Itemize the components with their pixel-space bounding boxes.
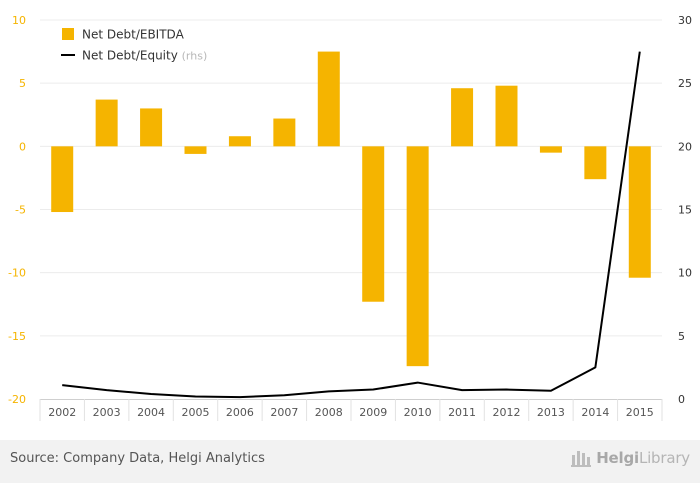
line-series-net-debt-equity	[62, 51, 641, 399]
legend-rhs-note: (rhs)	[182, 50, 208, 63]
bar	[228, 136, 251, 147]
bar	[495, 85, 518, 147]
y-right-tick-label: 5	[678, 330, 685, 343]
bar	[51, 146, 74, 213]
source-note: Source: Company Data, Helgi Analytics	[10, 451, 265, 466]
bar	[184, 146, 207, 154]
legend-label-net-debt-ebitda: Net Debt/EBITDA	[82, 28, 185, 42]
bar	[539, 146, 562, 153]
y-left-tick-label: -20	[8, 393, 26, 406]
y-left-tick-label: -15	[8, 330, 26, 343]
x-tick-label: 2014	[581, 406, 609, 419]
bar	[628, 146, 651, 278]
brand-logo[interactable]: Helgi Library	[571, 449, 690, 467]
legend-label-net-debt-equity: Net Debt/Equity (rhs)	[82, 49, 207, 63]
bar	[95, 99, 118, 147]
y-left-tick-label: 10	[12, 14, 26, 27]
y-left-tick-label: -10	[8, 267, 26, 280]
brand-name-part1: Helgi	[596, 449, 639, 467]
bar	[406, 146, 429, 367]
y-left-tick-label: -5	[15, 204, 26, 217]
x-tick-label: 2010	[404, 406, 432, 419]
legend-swatch-bar	[62, 28, 74, 40]
x-tick-label: 2003	[93, 406, 121, 419]
y-right-tick-label: 10	[678, 267, 692, 280]
bar	[140, 108, 163, 147]
x-tick-label: 2015	[626, 406, 654, 419]
x-tick-label: 2002	[48, 406, 76, 419]
x-tick-label: 2005	[182, 406, 210, 419]
x-tick-label: 2007	[270, 406, 298, 419]
x-tick-label: 2011	[448, 406, 476, 419]
footer: Source: Company Data, Helgi Analytics He…	[0, 440, 700, 483]
y-right-tick-label: 25	[678, 77, 692, 90]
y-left-tick-label: 5	[19, 77, 26, 90]
bar	[362, 146, 385, 302]
y-right-tick-label: 30	[678, 14, 692, 27]
y-right-tick-label: 20	[678, 140, 692, 153]
y-right-tick-label: 0	[678, 393, 685, 406]
bar	[584, 146, 607, 180]
bar	[451, 88, 474, 147]
x-tick-label: 2004	[137, 406, 165, 419]
bar	[273, 118, 296, 147]
x-tick-label: 2009	[359, 406, 387, 419]
brand-name-part2: Library	[638, 449, 690, 467]
y-right-tick-label: 15	[678, 204, 692, 217]
x-tick-label: 2013	[537, 406, 565, 419]
bar	[317, 51, 340, 147]
x-tick-label: 2006	[226, 406, 254, 419]
x-tick-label: 2008	[315, 406, 343, 419]
y-left-tick-label: 0	[19, 140, 26, 153]
library-icon	[571, 451, 592, 467]
x-tick-label: 2012	[493, 406, 521, 419]
